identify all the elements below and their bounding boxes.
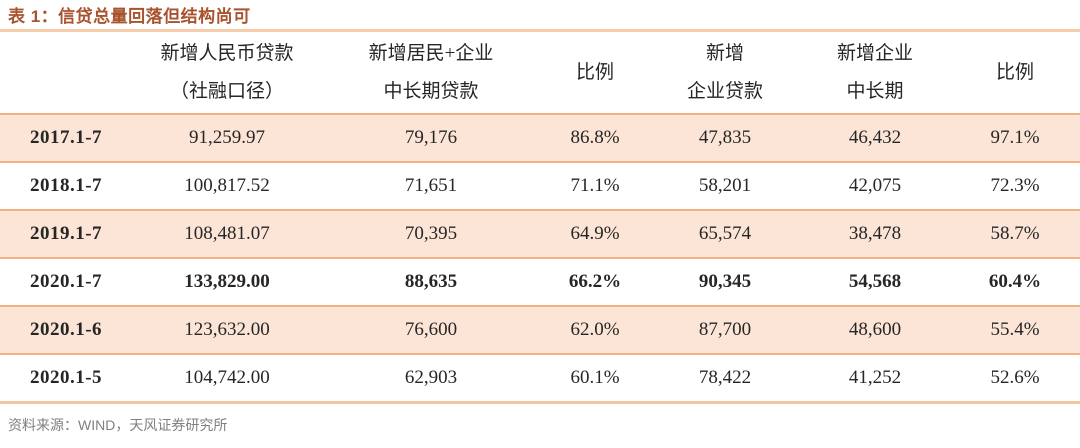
value-cell: 62,903 (322, 354, 540, 404)
value-cell: 54,568 (800, 258, 950, 307)
value-cell: 123,632.00 (132, 306, 322, 355)
value-cell: 70,395 (322, 210, 540, 259)
table-row-2020-1-5: 2020.1-5 104,742.00 62,903 60.1% 78,422 … (0, 354, 1080, 404)
value-cell: 86.8% (540, 114, 650, 163)
period-cell: 2020.1-6 (0, 306, 132, 355)
header-line: 新增人民币贷款 (160, 43, 294, 65)
period-cell: 2017.1-7 (0, 114, 132, 163)
value-cell: 66.2% (540, 258, 650, 307)
header-row: 新增人民币贷款 （社融口径） 新增居民+企业 中长期贷款 比例 新增 企业贷款 … (0, 32, 1080, 115)
value-cell: 100,817.52 (132, 162, 322, 211)
header-line: 企业贷款 (686, 80, 763, 102)
period-cell: 2020.1-5 (0, 354, 132, 404)
table-body: 2017.1-7 91,259.97 79,176 86.8% 47,835 4… (0, 114, 1080, 404)
value-cell: 65,574 (650, 210, 800, 259)
period-cell: 2018.1-7 (0, 162, 132, 211)
header-period (0, 32, 132, 115)
header-line: 新增企业 (836, 43, 913, 65)
header-line: （社融口径） (169, 80, 284, 102)
value-cell: 47,835 (650, 114, 800, 163)
header-ratio-2: 比例 (950, 32, 1080, 115)
header-household-corp-mlt-loans: 新增居民+企业 中长期贷款 (322, 32, 540, 115)
header-new-rmb-loans: 新增人民币贷款 （社融口径） (132, 32, 322, 115)
header-line: 比例 (995, 61, 1034, 83)
value-cell: 60.1% (540, 354, 650, 404)
value-cell: 79,176 (322, 114, 540, 163)
value-cell: 108,481.07 (132, 210, 322, 259)
table-row-2020-1-6: 2020.1-6 123,632.00 76,600 62.0% 87,700 … (0, 306, 1080, 355)
value-cell: 46,432 (800, 114, 950, 163)
table-header: 新增人民币贷款 （社融口径） 新增居民+企业 中长期贷款 比例 新增 企业贷款 … (0, 32, 1080, 115)
header-new-corp-loans: 新增 企业贷款 (650, 32, 800, 115)
header-line: 新增居民+企业 (368, 43, 494, 65)
value-cell: 60.4% (950, 258, 1080, 307)
table-row-2019-1-7: 2019.1-7 108,481.07 70,395 64.9% 65,574 … (0, 210, 1080, 259)
value-cell: 58.7% (950, 210, 1080, 259)
source-note: 资料来源：WIND，天风证券研究所 (8, 417, 228, 433)
header-line: 新增 (705, 43, 744, 65)
value-cell: 71.1% (540, 162, 650, 211)
value-cell: 38,478 (800, 210, 950, 259)
table-row-2018-1-7: 2018.1-7 100,817.52 71,651 71.1% 58,201 … (0, 162, 1080, 211)
header-ratio-1: 比例 (540, 32, 650, 115)
value-cell: 62.0% (540, 306, 650, 355)
table-title: 表 1：信贷总量回落但结构尚可 (0, 0, 1080, 32)
header-line: 中长期 (846, 80, 904, 102)
value-cell: 52.6% (950, 354, 1080, 404)
header-new-corp-mlt: 新增企业 中长期 (800, 32, 950, 115)
value-cell: 41,252 (800, 354, 950, 404)
table-row-2020-1-7: 2020.1-7 133,829.00 88,635 66.2% 90,345 … (0, 258, 1080, 307)
value-cell: 88,635 (322, 258, 540, 307)
value-cell: 71,651 (322, 162, 540, 211)
credit-table: 新增人民币贷款 （社融口径） 新增居民+企业 中长期贷款 比例 新增 企业贷款 … (0, 32, 1080, 404)
header-line: 比例 (575, 61, 614, 83)
value-cell: 55.4% (950, 306, 1080, 355)
value-cell: 87,700 (650, 306, 800, 355)
value-cell: 64.9% (540, 210, 650, 259)
value-cell: 72.3% (950, 162, 1080, 211)
value-cell: 78,422 (650, 354, 800, 404)
value-cell: 133,829.00 (132, 258, 322, 307)
value-cell: 48,600 (800, 306, 950, 355)
table-row-2017-1-7: 2017.1-7 91,259.97 79,176 86.8% 47,835 4… (0, 114, 1080, 163)
value-cell: 91,259.97 (132, 114, 322, 163)
value-cell: 42,075 (800, 162, 950, 211)
period-cell: 2019.1-7 (0, 210, 132, 259)
value-cell: 58,201 (650, 162, 800, 211)
value-cell: 90,345 (650, 258, 800, 307)
period-cell: 2020.1-7 (0, 258, 132, 307)
value-cell: 104,742.00 (132, 354, 322, 404)
value-cell: 76,600 (322, 306, 540, 355)
header-line: 中长期贷款 (383, 80, 479, 102)
value-cell: 97.1% (950, 114, 1080, 163)
